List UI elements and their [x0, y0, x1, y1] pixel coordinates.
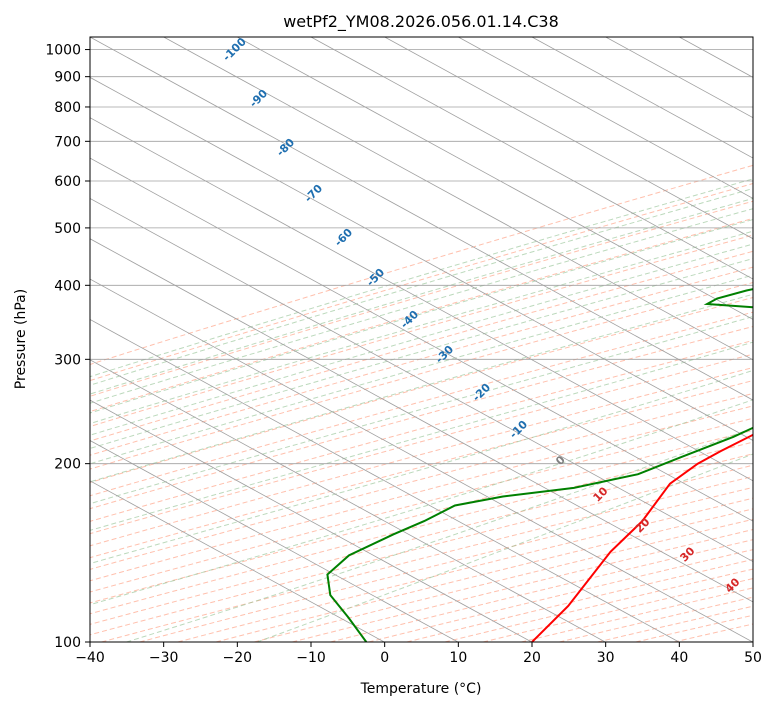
profile-lines [326, 288, 753, 642]
dry-adiabat [90, 217, 753, 413]
y-tick-label: 1000 [45, 43, 81, 59]
y-tick-label: 400 [54, 278, 81, 294]
y-axis-label: Pressure (hPa) [13, 289, 29, 389]
moist-adiabat [90, 341, 753, 531]
dry-adiabat [90, 234, 753, 428]
plot-frame [89, 36, 754, 643]
isotherm-line [90, 197, 753, 562]
moist-adiabat [90, 243, 753, 436]
isotherm-line [90, 37, 753, 401]
temperature-profile-line [531, 433, 753, 642]
x-tick-label: −10 [296, 650, 326, 666]
isotherm-line [90, 440, 459, 642]
isotherm-line [90, 238, 753, 603]
y-tick-label: 500 [54, 221, 81, 237]
isotherm-line [90, 480, 385, 642]
dry-adiabat [90, 311, 753, 497]
x-axis-label: Temperature (°C) [360, 681, 482, 697]
x-tick-label: 10 [449, 650, 467, 666]
background-lines [90, 37, 753, 642]
y-tick-label: 100 [54, 635, 81, 651]
isotherm-line [458, 37, 753, 199]
y-tick-label: 900 [54, 70, 81, 86]
isotherm-line [90, 359, 606, 642]
x-tick-label: 50 [744, 650, 762, 666]
isotherm-line [163, 37, 753, 361]
isotherm-line [90, 157, 753, 522]
y-tick-label: 600 [54, 174, 81, 190]
y-tick-label: 200 [54, 457, 81, 473]
moist-adiabat [90, 274, 753, 465]
moist-adiabat [90, 258, 753, 449]
chart-title: wetPf2_YM08.2026.056.01.14.C38 [283, 12, 559, 32]
isotherm-line [90, 318, 680, 642]
x-tick-label: 40 [670, 650, 688, 666]
dry-adiabat [90, 325, 753, 510]
isotherm-line [90, 76, 753, 441]
moist-adiabat [90, 316, 753, 505]
isotherm-line [310, 37, 753, 280]
isotherm-line [90, 399, 532, 642]
dry-adiabat [90, 250, 753, 442]
isotherm-line [384, 37, 753, 240]
isotherm-line [90, 278, 753, 642]
dry-adiabat [90, 380, 753, 559]
y-tick-label: 800 [54, 100, 81, 116]
moist-adiabat [90, 369, 753, 565]
moist-adiabat [90, 208, 753, 404]
x-tick-label: 20 [523, 650, 541, 666]
x-tick-label: −30 [149, 650, 179, 666]
x-tick-label: −40 [75, 650, 105, 666]
x-tick-label: 0 [380, 650, 389, 666]
x-tick-label: 30 [597, 650, 615, 666]
y-tick-label: 300 [54, 352, 81, 368]
mixing-ratio-label: 0.1 [774, 210, 775, 232]
isotherm-line [237, 37, 753, 320]
axes: −40 −30 −20 −10 0 10 20 30 40 50 100 200 300 400 500 60… [45, 43, 762, 666]
dry-adiabat [90, 183, 753, 382]
dry-adiabat [90, 353, 753, 535]
isotherm-line [90, 117, 753, 482]
y-tick-label: 700 [54, 134, 81, 150]
x-tick-label: −20 [223, 650, 253, 666]
dewpoint-profile-line [326, 288, 753, 642]
dry-adiabat [90, 281, 753, 470]
isotherm-line [531, 37, 753, 159]
